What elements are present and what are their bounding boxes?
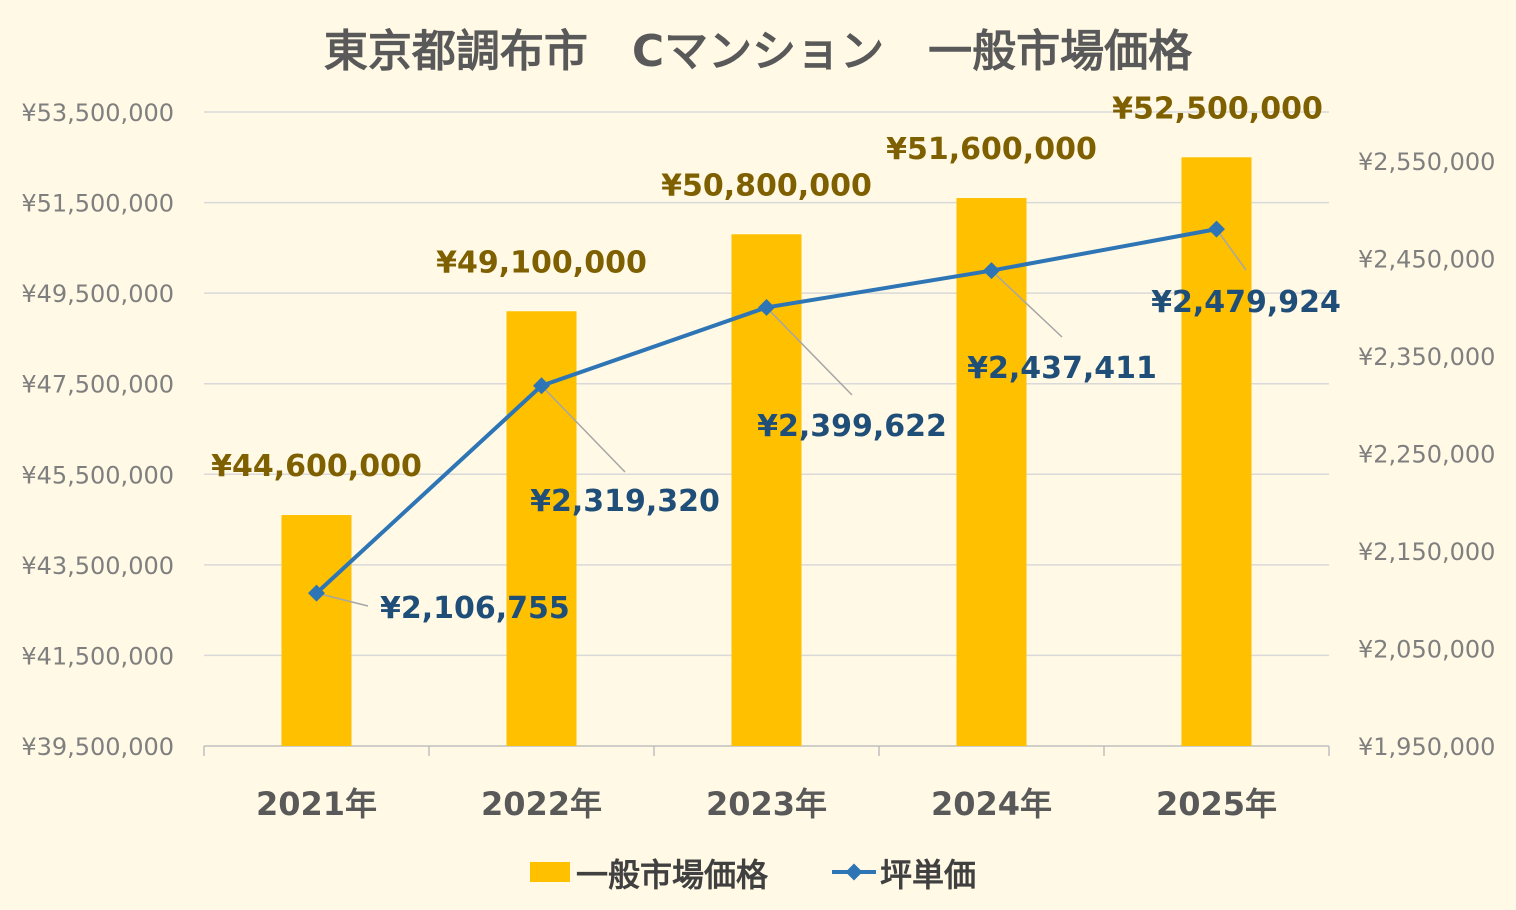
- y-left-tick-label: ¥45,500,000: [21, 461, 174, 489]
- line-data-label: ¥2,399,622: [757, 409, 947, 444]
- bar: [1181, 157, 1252, 747]
- line-data-label: ¥2,319,320: [530, 484, 720, 519]
- line-data-label: ¥2,437,411: [967, 351, 1157, 386]
- x-tick-label: 2021年: [256, 785, 377, 823]
- bar: [731, 234, 802, 746]
- leader-line: [540, 385, 626, 473]
- leader-line: [1215, 228, 1247, 271]
- leader-line: [990, 270, 1063, 338]
- line-marker: [983, 262, 1000, 280]
- x-tick-label: 2024年: [931, 785, 1052, 823]
- y-right-tick-label: ¥2,250,000: [1358, 440, 1495, 468]
- y-right-tick-label: ¥2,450,000: [1358, 245, 1495, 273]
- line-data-label: ¥2,479,924: [1151, 285, 1341, 320]
- legend-bar-swatch: [530, 862, 570, 882]
- bar-data-label: ¥50,800,000: [661, 168, 872, 203]
- bar-data-label: ¥44,600,000: [211, 449, 422, 484]
- bar-data-label: ¥51,600,000: [886, 132, 1097, 167]
- y-left-tick-label: ¥47,500,000: [21, 371, 174, 399]
- legend-label: 一般市場価格: [576, 856, 769, 894]
- legend-line-marker: [845, 863, 863, 881]
- y-right-tick-label: ¥2,050,000: [1358, 635, 1495, 663]
- line-marker: [533, 377, 550, 395]
- line-marker: [308, 584, 325, 602]
- y-right-tick-label: ¥1,950,000: [1358, 733, 1495, 761]
- leader-line: [765, 306, 853, 396]
- y-right-tick-label: ¥2,550,000: [1358, 148, 1495, 176]
- y-left-tick-label: ¥41,500,000: [21, 642, 174, 670]
- leader-line: [316, 592, 369, 607]
- bar-data-label: ¥52,500,000: [1112, 91, 1323, 126]
- bar: [956, 198, 1027, 747]
- legend-label: 坪単価: [880, 856, 976, 894]
- line-marker: [758, 298, 775, 316]
- x-tick-label: 2022年: [481, 785, 602, 823]
- x-tick-label: 2023年: [706, 785, 827, 823]
- y-left-tick-label: ¥53,500,000: [21, 99, 174, 127]
- y-right-tick-label: ¥2,350,000: [1358, 343, 1495, 371]
- y-right-tick-label: ¥2,150,000: [1358, 538, 1495, 566]
- y-left-tick-label: ¥49,500,000: [21, 280, 174, 308]
- y-left-tick-label: ¥43,500,000: [21, 552, 174, 580]
- bar: [281, 515, 352, 746]
- y-left-tick-label: ¥51,500,000: [21, 190, 174, 218]
- y-left-tick-label: ¥39,500,000: [21, 733, 174, 761]
- chart-title: 東京都調布市 Cマンション 一般市場価格: [324, 26, 1193, 77]
- bar-data-label: ¥49,100,000: [436, 245, 647, 280]
- line-data-label: ¥2,106,755: [380, 591, 570, 626]
- x-tick-label: 2025年: [1156, 785, 1277, 823]
